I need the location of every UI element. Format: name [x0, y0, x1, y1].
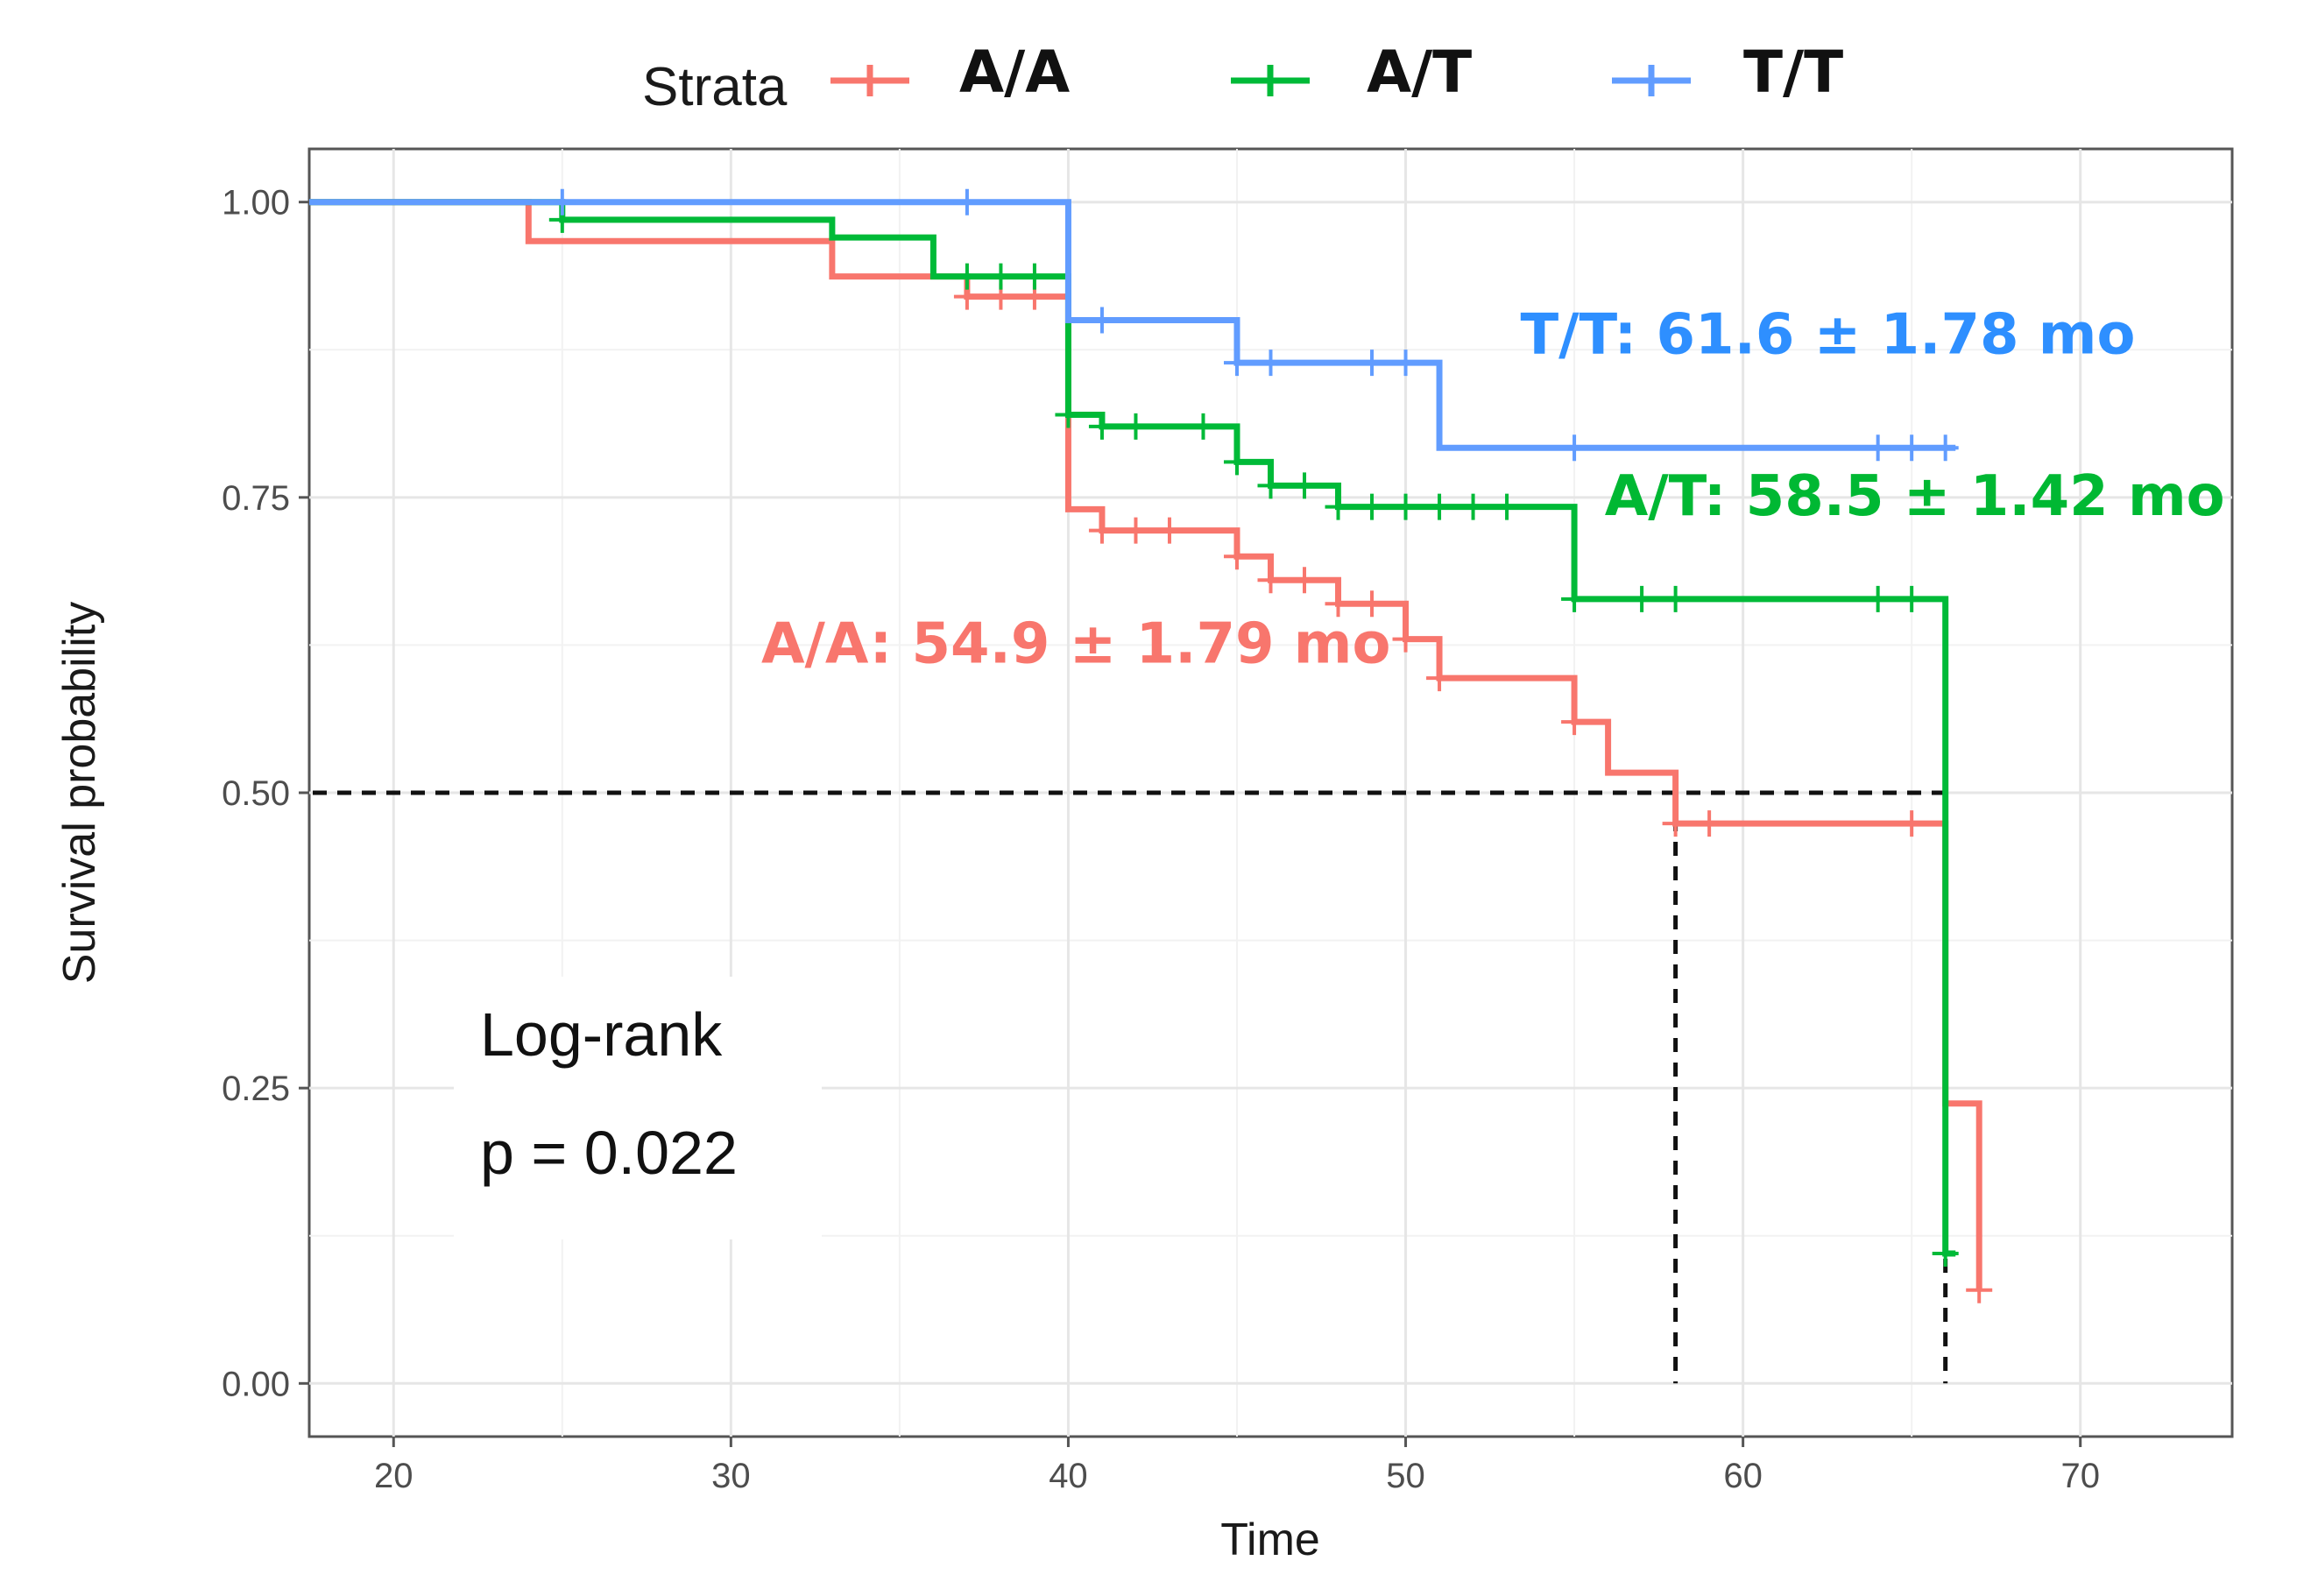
censor-mark-at — [1055, 401, 1082, 428]
y-tick-label: 0.25 — [222, 1070, 290, 1108]
censor-mark-at — [1392, 493, 1419, 520]
censor-mark-at — [1325, 493, 1352, 520]
censor-mark-aa — [1662, 810, 1689, 837]
censor-mark-aa — [1325, 590, 1352, 618]
censor-mark-at — [1662, 585, 1689, 612]
censor-mark-tt — [1359, 350, 1386, 377]
censor-mark-tt — [1561, 434, 1588, 462]
censor-mark-tt — [1864, 434, 1891, 462]
legend-title: Strata — [642, 57, 788, 117]
legend-label-at: A/T — [1367, 39, 1472, 106]
censor-mark-aa — [1088, 517, 1115, 544]
x-axis-title: Time — [1220, 1515, 1320, 1565]
curve-at — [309, 199, 1956, 1257]
x-tick-label: 70 — [2060, 1457, 2100, 1495]
censor-mark-at — [1629, 585, 1656, 612]
x-tick-label: 20 — [374, 1457, 413, 1495]
censor-mark-tt — [1392, 350, 1419, 377]
annotation-0: T/T: 61.6 ± 1.78 mo — [1520, 302, 2135, 367]
annotation-1: A/T: 58.5 ± 1.42 mo — [1605, 464, 2225, 529]
legend-label-tt: T/T — [1743, 39, 1843, 106]
censor-mark-at — [987, 263, 1014, 290]
axes: 20 30 40 50 60 70 0.00 0.25 0.50 0.75 1.00 — [222, 184, 2100, 1495]
x-tick-label: 30 — [711, 1457, 751, 1495]
censor-mark-aa — [1561, 709, 1588, 736]
x-tick-label: 40 — [1049, 1457, 1088, 1495]
censor-mark-at — [953, 263, 980, 290]
censor-mark-aa — [1156, 517, 1183, 544]
censor-mark-aa — [1392, 625, 1419, 653]
censor-mark-aa — [1223, 543, 1250, 570]
logrank-label: Log-rank — [480, 1000, 723, 1069]
legend-key-at — [1231, 65, 1310, 96]
censor-mark-aa — [1696, 810, 1723, 837]
censor-mark-at — [1426, 493, 1453, 520]
legend-key-tt — [1612, 65, 1691, 96]
censor-mark-aa — [1898, 810, 1926, 837]
y-tick-label: 1.00 — [222, 184, 290, 222]
censor-mark-at — [1932, 1239, 1959, 1267]
y-tick-label: 0.00 — [222, 1365, 290, 1403]
censor-marks — [548, 188, 1993, 1303]
censor-mark-aa — [1966, 1276, 1993, 1303]
legend-key-aa — [830, 65, 909, 96]
median-annotations: T/T: 61.6 ± 1.78 mo A/T: 58.5 ± 1.42 mo A/… — [761, 302, 2225, 676]
censor-mark-at — [1359, 493, 1386, 520]
legend-label-aa: A/A — [959, 39, 1070, 106]
censor-mark-at — [1021, 263, 1048, 290]
curve-tt — [309, 199, 1956, 451]
censor-mark-aa — [1291, 567, 1318, 594]
legend: Strata A/A A/T T/T — [642, 39, 1843, 117]
legend-items: A/A A/T T/T — [830, 39, 1843, 106]
censor-mark-at — [1291, 472, 1318, 499]
censor-mark-at — [1494, 493, 1521, 520]
censor-mark-at — [1223, 448, 1250, 476]
censor-mark-at — [1561, 585, 1588, 612]
logrank-box — [454, 977, 822, 1239]
censor-mark-tt — [1223, 350, 1250, 377]
censor-mark-at — [1190, 413, 1217, 440]
censor-mark-tt — [1257, 350, 1284, 377]
censor-mark-tt — [1088, 307, 1115, 334]
censor-mark-at — [1257, 472, 1284, 499]
censor-mark-tt — [1932, 434, 1959, 462]
censor-mark-aa — [1257, 567, 1284, 594]
censor-mark-aa — [1122, 517, 1149, 544]
annotation-2: A/A: 54.9 ± 1.79 mo — [761, 612, 1390, 677]
censor-mark-tt — [953, 188, 980, 215]
censor-mark-aa — [1359, 590, 1386, 618]
censor-mark-at — [1088, 413, 1115, 440]
censor-mark-aa — [1426, 665, 1453, 692]
x-tick-label: 50 — [1386, 1457, 1425, 1495]
censor-mark-tt — [548, 188, 576, 215]
censor-mark-tt — [1898, 434, 1926, 462]
y-tick-label: 0.75 — [222, 479, 290, 518]
logrank-pvalue: p = 0.022 — [480, 1119, 738, 1187]
censor-mark-at — [1864, 585, 1891, 612]
y-tick-label: 0.50 — [222, 774, 290, 813]
censor-mark-at — [1459, 493, 1487, 520]
y-axis-title: Survival probability — [54, 602, 105, 984]
censor-mark-at — [1898, 585, 1926, 612]
x-tick-label: 60 — [1723, 1457, 1763, 1495]
censor-mark-at — [1122, 413, 1149, 440]
